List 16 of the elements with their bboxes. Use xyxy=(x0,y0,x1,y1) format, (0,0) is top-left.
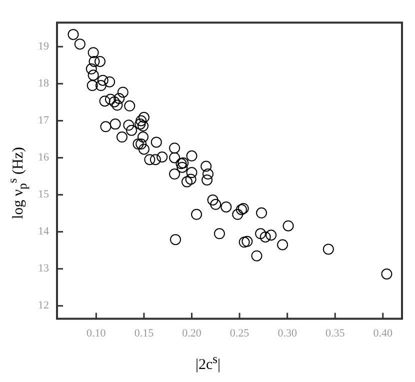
x-tick-label: 0.40 xyxy=(373,327,394,340)
x-tick-label: 0.35 xyxy=(325,327,346,340)
y-tick-label: 13 xyxy=(38,262,50,275)
y-tick-label: 17 xyxy=(38,114,50,127)
x-tick-label: 0.15 xyxy=(134,327,154,340)
y-tick-label: 15 xyxy=(38,188,50,201)
x-tick-label: 0.30 xyxy=(278,327,298,340)
x-tick-label: 0.25 xyxy=(230,327,250,340)
y-tick-label: 16 xyxy=(38,152,50,164)
y-tick-label: 12 xyxy=(38,300,49,312)
x-tick-label: 0.10 xyxy=(86,327,106,340)
x-tick-label: 0.20 xyxy=(182,327,202,340)
y-tick-label: 18 xyxy=(38,78,50,90)
y-tick-label: 14 xyxy=(38,226,50,238)
x-axis-title: |2c$^{s}$| xyxy=(195,352,221,374)
y-tick-label: 19 xyxy=(38,40,50,53)
